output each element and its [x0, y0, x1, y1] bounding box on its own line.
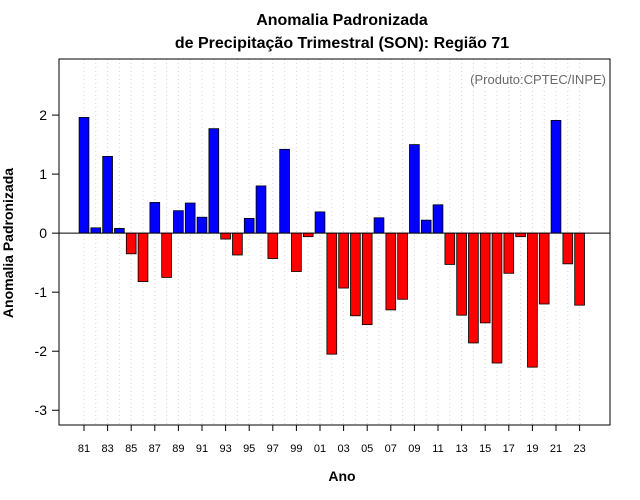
bar-87 — [149, 202, 161, 234]
bar-22 — [562, 232, 574, 265]
y-tick-label: 0 — [39, 225, 47, 241]
x-tick-label: 13 — [455, 443, 467, 455]
y-axis: -3 -2 -1 0 1 2 — [35, 107, 59, 418]
plot-frame — [58, 58, 611, 426]
y-tick-label: 1 — [39, 166, 47, 182]
chart-title-line1: Anomalia Padronizada — [256, 12, 428, 29]
bar-96 — [255, 185, 267, 234]
x-tick-label: 01 — [314, 443, 326, 455]
bar-98 — [279, 148, 290, 234]
bar-83 — [102, 155, 113, 234]
bar-89 — [173, 210, 184, 234]
bar-11 — [432, 204, 444, 234]
bar-10 — [420, 219, 432, 234]
bar-00 — [302, 232, 314, 238]
bar-20 — [538, 232, 550, 305]
credit-text: (Produto:CPTEC/INPE) — [470, 72, 606, 87]
x-tick-label: 97 — [267, 443, 279, 455]
x-tick-label: 17 — [503, 443, 515, 455]
x-tick-label: 85 — [125, 443, 137, 455]
bar-08 — [397, 232, 408, 300]
bar-12 — [444, 232, 456, 265]
x-tick-label: 99 — [290, 443, 302, 455]
bar-90 — [184, 202, 196, 234]
bar-93 — [220, 232, 231, 240]
bar-86 — [137, 232, 149, 282]
bar-23 — [574, 232, 585, 306]
bar-14 — [468, 232, 479, 344]
bar-94 — [232, 232, 243, 256]
x-tick-label: 95 — [243, 443, 255, 455]
x-tick-label: 07 — [385, 443, 397, 455]
bar-95 — [243, 217, 255, 234]
bar-15 — [479, 232, 491, 324]
x-tick-label: 15 — [479, 443, 491, 455]
y-tick-label: -1 — [35, 284, 48, 300]
x-tick-label: 89 — [172, 443, 184, 455]
bar-18 — [515, 232, 526, 238]
chart-title-line2: de Precipitação Trimestral (SON): Região… — [175, 35, 509, 52]
bar-82 — [90, 227, 102, 234]
bar-06 — [373, 217, 385, 234]
x-tick-label: 11 — [432, 443, 443, 455]
x-tick-label: 23 — [573, 443, 585, 455]
bar-16 — [491, 232, 503, 364]
bar-92 — [208, 128, 220, 234]
bar-03 — [338, 232, 349, 289]
x-tick-label: 87 — [149, 443, 161, 455]
bar-99 — [291, 232, 302, 272]
bar-01 — [314, 211, 326, 234]
y-tick-label: -3 — [35, 402, 48, 418]
bar-88 — [161, 232, 172, 278]
x-tick-label: 91 — [196, 443, 208, 455]
bar-07 — [385, 232, 397, 311]
bar-05 — [361, 232, 373, 326]
bar-97 — [267, 232, 279, 259]
bar-81 — [78, 117, 90, 234]
grid — [83, 59, 581, 425]
bar-85 — [125, 232, 137, 255]
x-axis: 81 83 85 87 89 91 93 95 97 99 01 03 05 07 09 11 13 15 17 19… — [78, 425, 586, 455]
bar-04 — [350, 232, 361, 317]
bar-21 — [550, 119, 562, 234]
bar-19 — [527, 232, 538, 368]
bar-84 — [114, 228, 125, 234]
bar-17 — [503, 232, 515, 274]
x-tick-label: 09 — [408, 443, 420, 455]
y-tick-label: -2 — [35, 343, 48, 359]
bar-13 — [456, 232, 467, 316]
y-axis-label: Anomalia Padronizada — [0, 168, 16, 318]
x-tick-label: 03 — [337, 443, 349, 455]
bar-91 — [196, 216, 208, 234]
bars — [78, 117, 585, 368]
bar-09 — [409, 144, 420, 234]
x-axis-label: Ano — [328, 468, 355, 484]
y-tick-label: 2 — [39, 107, 47, 123]
x-tick-label: 05 — [361, 443, 373, 455]
x-tick-label: 21 — [550, 443, 562, 455]
x-tick-label: 81 — [78, 443, 90, 455]
x-tick-label: 83 — [101, 443, 113, 455]
x-tick-label: 19 — [526, 443, 538, 455]
bar-02 — [326, 232, 338, 355]
x-tick-label: 93 — [219, 443, 231, 455]
